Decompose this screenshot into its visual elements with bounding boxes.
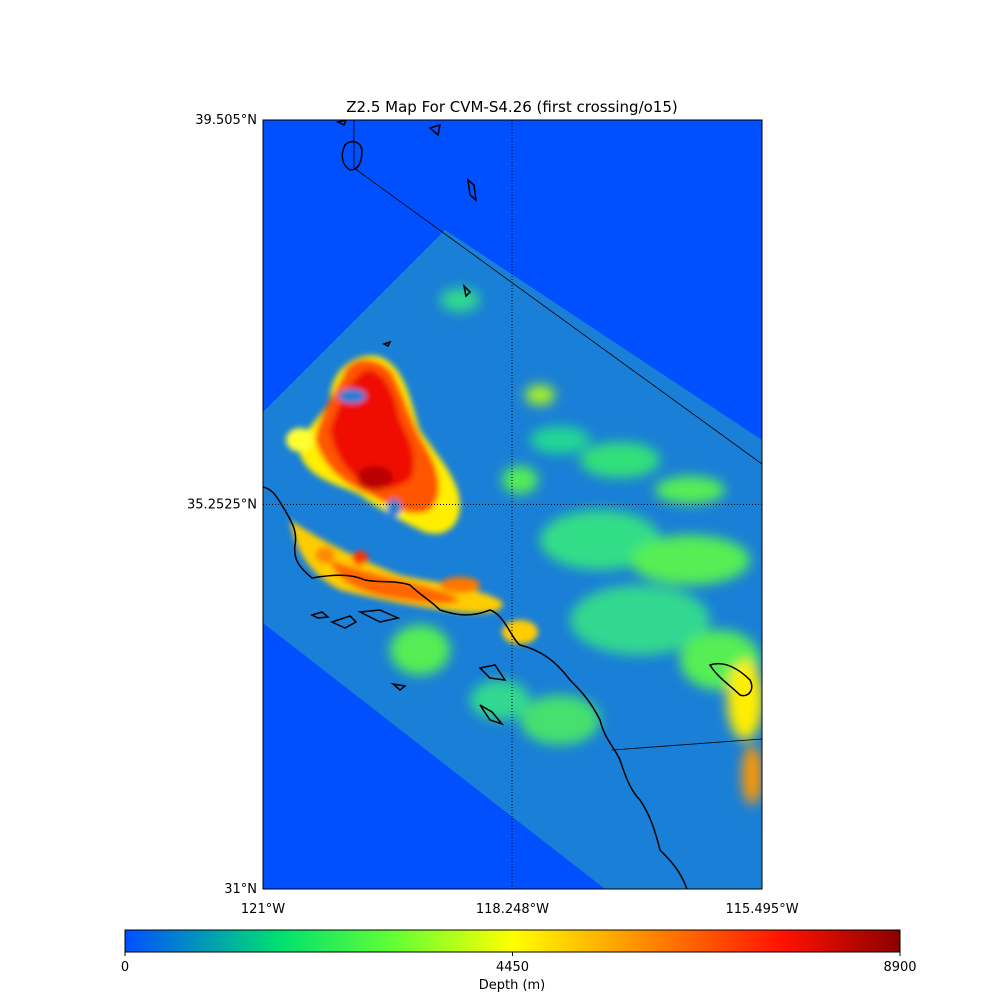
map-plot-area: [263, 120, 763, 889]
y-tick-label: 31°N: [224, 882, 257, 897]
y-tick-label: 39.505°N: [195, 113, 257, 128]
colorbar-tick-label: 8900: [883, 960, 916, 975]
colorbar-label: Depth (m): [479, 978, 546, 993]
x-tick-label: 115.495°W: [725, 902, 798, 917]
colorbar-tick-label: 0: [121, 960, 129, 975]
x-tick-label: 118.248°W: [476, 902, 549, 917]
x-tick-label: 121°W: [241, 902, 285, 917]
colorbar-ticks: 0 4450 8900: [121, 952, 917, 975]
map-title: Z2.5 Map For CVM-S4.26 (first crossing/o…: [346, 98, 678, 116]
y-tick-labels: 39.505°N 35.2525°N 31°N: [187, 113, 257, 897]
y-tick-label: 35.2525°N: [187, 498, 257, 513]
colorbar-tick-label: 4450: [496, 960, 529, 975]
x-tick-labels: 121°W 118.248°W 115.495°W: [241, 902, 799, 917]
colorbar: [125, 930, 900, 952]
